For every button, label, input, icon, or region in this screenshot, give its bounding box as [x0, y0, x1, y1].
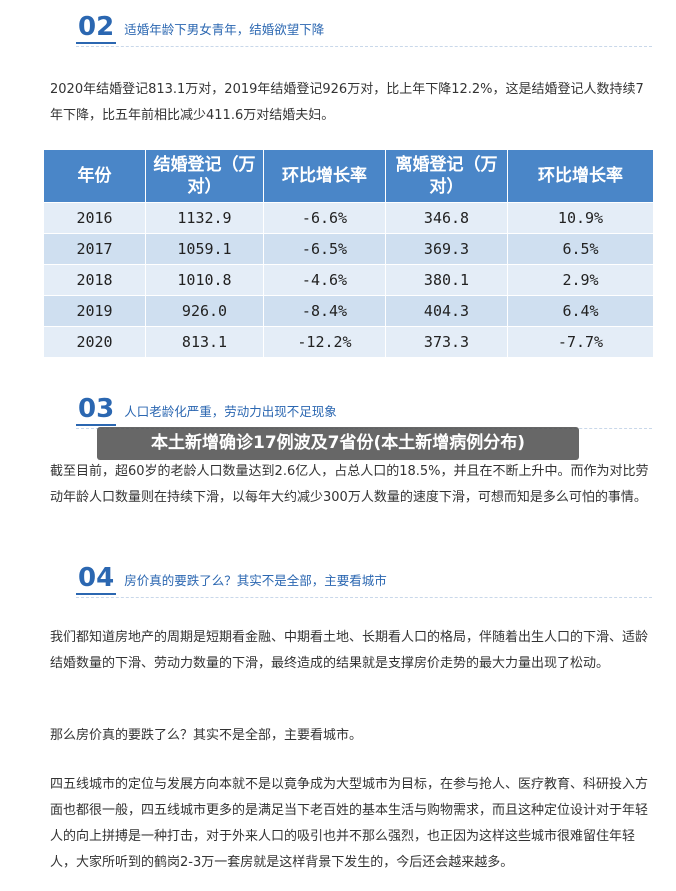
- cities-paragraph: 四五线城市的定位与发展方向本就不是以竟争成为大型城市为目标，在参与抢人、医疗教育…: [50, 777, 649, 870]
- cell-marriage-growth: -6.5%: [263, 233, 386, 265]
- section-03-header: 03 人口老龄化严重，劳动力出现不足现象: [76, 396, 337, 426]
- header-year: 年份: [43, 149, 146, 203]
- section-02-header: 02 适婚年龄下男女青年，结婚欲望下降: [76, 14, 324, 44]
- section-number: 02: [76, 12, 117, 44]
- section-04-header: 04 房价真的要跌了么？其实不是全部，主要看城市: [76, 565, 387, 595]
- cell-marriage: 1059.1: [145, 233, 264, 265]
- cell-divorce: 369.3: [385, 233, 508, 265]
- section-number: 03: [76, 394, 117, 426]
- cell-year: 2016: [43, 202, 146, 234]
- cell-divorce: 404.3: [385, 295, 508, 327]
- cell-divorce-growth: 2.9%: [507, 264, 654, 296]
- question-paragraph: 那么房价真的要跌了么？其实不是全部，主要看城市。: [50, 728, 363, 743]
- news-title-overlay[interactable]: 本土新增确诊17例波及7省份(本土新增病例分布): [97, 427, 579, 460]
- section-divider: [76, 46, 652, 47]
- header-divorce-growth: 环比增长率: [507, 149, 654, 203]
- table-row: 2017 1059.1 -6.5% 369.3 6.5%: [43, 233, 654, 265]
- header-marriage-growth: 环比增长率: [263, 149, 386, 203]
- section-title: 适婚年龄下男女青年，结婚欲望下降: [124, 22, 325, 37]
- cell-year: 2020: [43, 326, 146, 358]
- table-header-row: 年份 结婚登记（万对） 环比增长率 离婚登记（万对） 环比增长率: [43, 149, 654, 203]
- cell-divorce-growth: 10.9%: [507, 202, 654, 234]
- aging-paragraph: 截至目前，超60岁的老龄人口数量达到2.6亿人，占总人口的18.5%，并且在不断…: [50, 464, 649, 505]
- cell-marriage-growth: -4.6%: [263, 264, 386, 296]
- header-divorce: 离婚登记（万对）: [385, 149, 508, 203]
- cell-marriage-growth: -8.4%: [263, 295, 386, 327]
- cell-divorce-growth: -7.7%: [507, 326, 654, 358]
- cycle-paragraph: 我们都知道房地产的周期是短期看金融、中期看土地、长期看人口的格局，伴随着出生人口…: [50, 630, 649, 671]
- marriage-divorce-table: 年份 结婚登记（万对） 环比增长率 离婚登记（万对） 环比增长率 2016 11…: [43, 149, 654, 358]
- section-title: 人口老龄化严重，劳动力出现不足现象: [124, 404, 337, 419]
- cell-marriage: 1132.9: [145, 202, 264, 234]
- cell-divorce: 380.1: [385, 264, 508, 296]
- section-title: 房价真的要跌了么？其实不是全部，主要看城市: [124, 573, 387, 588]
- cell-divorce: 373.3: [385, 326, 508, 358]
- cell-divorce-growth: 6.4%: [507, 295, 654, 327]
- header-marriage: 结婚登记（万对）: [145, 149, 264, 203]
- table-row: 2019 926.0 -8.4% 404.3 6.4%: [43, 295, 654, 327]
- table-row: 2016 1132.9 -6.6% 346.8 10.9%: [43, 202, 654, 234]
- cell-year: 2018: [43, 264, 146, 296]
- marriage-paragraph: 2020年结婚登记813.1万对，2019年结婚登记926万对，比上年下降12.…: [50, 82, 644, 123]
- cell-marriage-growth: -6.6%: [263, 202, 386, 234]
- cell-year: 2017: [43, 233, 146, 265]
- table-row: 2020 813.1 -12.2% 373.3 -7.7%: [43, 326, 654, 358]
- cell-marriage-growth: -12.2%: [263, 326, 386, 358]
- cell-marriage: 813.1: [145, 326, 264, 358]
- section-number: 04: [76, 563, 117, 595]
- section-divider: [76, 597, 652, 598]
- cell-marriage: 1010.8: [145, 264, 264, 296]
- cell-divorce-growth: 6.5%: [507, 233, 654, 265]
- table-row: 2018 1010.8 -4.6% 380.1 2.9%: [43, 264, 654, 296]
- cell-marriage: 926.0: [145, 295, 264, 327]
- cell-divorce: 346.8: [385, 202, 508, 234]
- cell-year: 2019: [43, 295, 146, 327]
